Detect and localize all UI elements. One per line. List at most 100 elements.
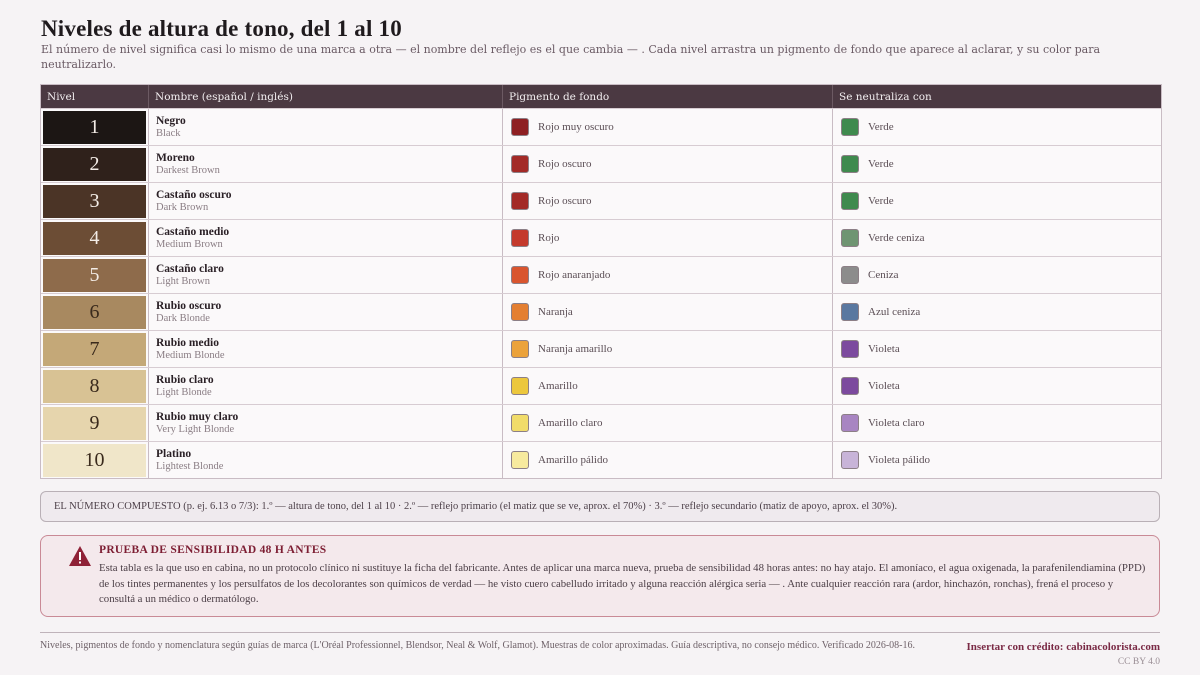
table-row: 8 Rubio claro Light Blonde Amarillo Violeta: [41, 367, 1161, 404]
neutralize-cell: Verde: [832, 146, 1161, 182]
name-english: Darkest Brown: [156, 164, 220, 176]
pigment-swatch: [511, 303, 529, 321]
level-swatch: 2: [43, 147, 146, 181]
pigment-cell: Rojo oscuro: [502, 146, 832, 182]
footer-credit: Insertar con crédito: cabinacolorista.co…: [966, 641, 1160, 653]
neutralize-label: Violeta claro: [868, 417, 925, 429]
table-row: 1 Negro Black Rojo muy oscuro Verde: [41, 108, 1161, 145]
sensitivity-warning: PRUEBA DE SENSIBILIDAD 48 H ANTES Esta t…: [40, 535, 1160, 617]
composite-number-note: EL NÚMERO COMPUESTO (p. ej. 6.13 o 7/3):…: [40, 491, 1160, 522]
neutralize-cell: Violeta pálido: [832, 442, 1161, 478]
pigment-label: Rojo anaranjado: [538, 269, 611, 281]
pigment-swatch: [511, 451, 529, 469]
neutralize-label: Verde: [868, 158, 894, 170]
neutralize-label: Violeta pálido: [868, 454, 930, 466]
neutralize-cell: Violeta: [832, 331, 1161, 367]
name-cell: Rubio claro Light Blonde: [148, 368, 502, 404]
level-cell: 7: [41, 331, 148, 367]
name-spanish: Platino: [156, 447, 192, 460]
name-cell: Platino Lightest Blonde: [148, 442, 502, 478]
name-english: Black: [156, 127, 181, 139]
level-cell: 2: [41, 146, 148, 182]
neutralize-label: Violeta: [868, 380, 900, 392]
neutralize-label: Verde: [868, 121, 894, 133]
name-cell: Rubio medio Medium Blonde: [148, 331, 502, 367]
neutralize-cell: Verde: [832, 109, 1161, 145]
level-cell: 5: [41, 257, 148, 293]
level-swatch: 7: [43, 332, 146, 366]
pigment-label: Naranja amarillo: [538, 343, 613, 355]
level-swatch: 8: [43, 369, 146, 403]
name-english: Very Light Blonde: [156, 423, 235, 435]
page-title: Niveles de altura de tono, del 1 al 10: [41, 16, 402, 41]
pigment-label: Rojo muy oscuro: [538, 121, 614, 133]
name-spanish: Moreno: [156, 151, 195, 164]
pigment-label: Rojo oscuro: [538, 158, 592, 170]
pigment-swatch: [511, 155, 529, 173]
neutralize-cell: Violeta: [832, 368, 1161, 404]
level-cell: 8: [41, 368, 148, 404]
neutralize-cell: Azul ceniza: [832, 294, 1161, 330]
level-swatch: 9: [43, 406, 146, 440]
level-cell: 10: [41, 442, 148, 478]
table-row: 3 Castaño oscuro Dark Brown Rojo oscuro Verd…: [41, 182, 1161, 219]
neutralize-swatch: [841, 155, 859, 173]
column-header-pigment: Pigmento de fondo: [502, 85, 832, 108]
neutralize-label: Verde: [868, 195, 894, 207]
neutralize-label: Azul ceniza: [868, 306, 921, 318]
name-english: Medium Brown: [156, 238, 223, 250]
name-english: Dark Blonde: [156, 312, 210, 324]
name-spanish: Rubio oscuro: [156, 299, 222, 312]
pigment-swatch: [511, 118, 529, 136]
pigment-cell: Amarillo: [502, 368, 832, 404]
name-spanish: Castaño claro: [156, 262, 224, 275]
name-english: Medium Blonde: [156, 349, 225, 361]
name-english: Dark Brown: [156, 201, 209, 213]
neutralize-cell: Ceniza: [832, 257, 1161, 293]
pigment-label: Naranja: [538, 306, 573, 318]
name-cell: Moreno Darkest Brown: [148, 146, 502, 182]
footer-divider: [40, 632, 1160, 633]
pigment-cell: Amarillo claro: [502, 405, 832, 441]
table-row: 6 Rubio oscuro Dark Blonde Naranja Azul ceni…: [41, 293, 1161, 330]
page-subtitle: El número de nivel significa casi lo mis…: [41, 43, 1101, 71]
name-cell: Castaño oscuro Dark Brown: [148, 183, 502, 219]
warning-icon: [69, 546, 91, 566]
neutralize-label: Ceniza: [868, 269, 899, 281]
pigment-label: Amarillo pálido: [538, 454, 608, 466]
level-swatch: 10: [43, 443, 146, 477]
name-spanish: Rubio muy claro: [156, 410, 239, 423]
neutralize-swatch: [841, 118, 859, 136]
table-header: Nivel Nombre (español / inglés) Pigmento…: [41, 85, 1161, 108]
name-english: Light Brown: [156, 275, 210, 287]
levels-table: Nivel Nombre (español / inglés) Pigmento…: [40, 84, 1162, 479]
neutralize-cell: Violeta claro: [832, 405, 1161, 441]
level-swatch: 4: [43, 221, 146, 255]
pigment-swatch: [511, 229, 529, 247]
table-body: 1 Negro Black Rojo muy oscuro Verde 2 Moreno Da…: [41, 108, 1161, 478]
neutralize-swatch: [841, 229, 859, 247]
pigment-cell: Naranja amarillo: [502, 331, 832, 367]
name-spanish: Rubio medio: [156, 336, 219, 349]
pigment-cell: Naranja: [502, 294, 832, 330]
name-cell: Castaño claro Light Brown: [148, 257, 502, 293]
neutralize-cell: Verde ceniza: [832, 220, 1161, 256]
column-header-level: Nivel: [47, 90, 76, 103]
name-cell: Rubio muy claro Very Light Blonde: [148, 405, 502, 441]
pigment-cell: Rojo anaranjado: [502, 257, 832, 293]
level-cell: 4: [41, 220, 148, 256]
pigment-swatch: [511, 266, 529, 284]
neutralize-swatch: [841, 377, 859, 395]
name-spanish: Rubio claro: [156, 373, 214, 386]
pigment-cell: Rojo oscuro: [502, 183, 832, 219]
neutralize-swatch: [841, 192, 859, 210]
table-row: 5 Castaño claro Light Brown Rojo anaranjado…: [41, 256, 1161, 293]
level-swatch: 5: [43, 258, 146, 292]
name-cell: Rubio oscuro Dark Blonde: [148, 294, 502, 330]
pigment-label: Amarillo: [538, 380, 578, 392]
column-header-name: Nombre (español / inglés): [148, 85, 502, 108]
name-cell: Castaño medio Medium Brown: [148, 220, 502, 256]
pigment-cell: Rojo: [502, 220, 832, 256]
level-swatch: 6: [43, 295, 146, 329]
name-spanish: Castaño oscuro: [156, 188, 232, 201]
